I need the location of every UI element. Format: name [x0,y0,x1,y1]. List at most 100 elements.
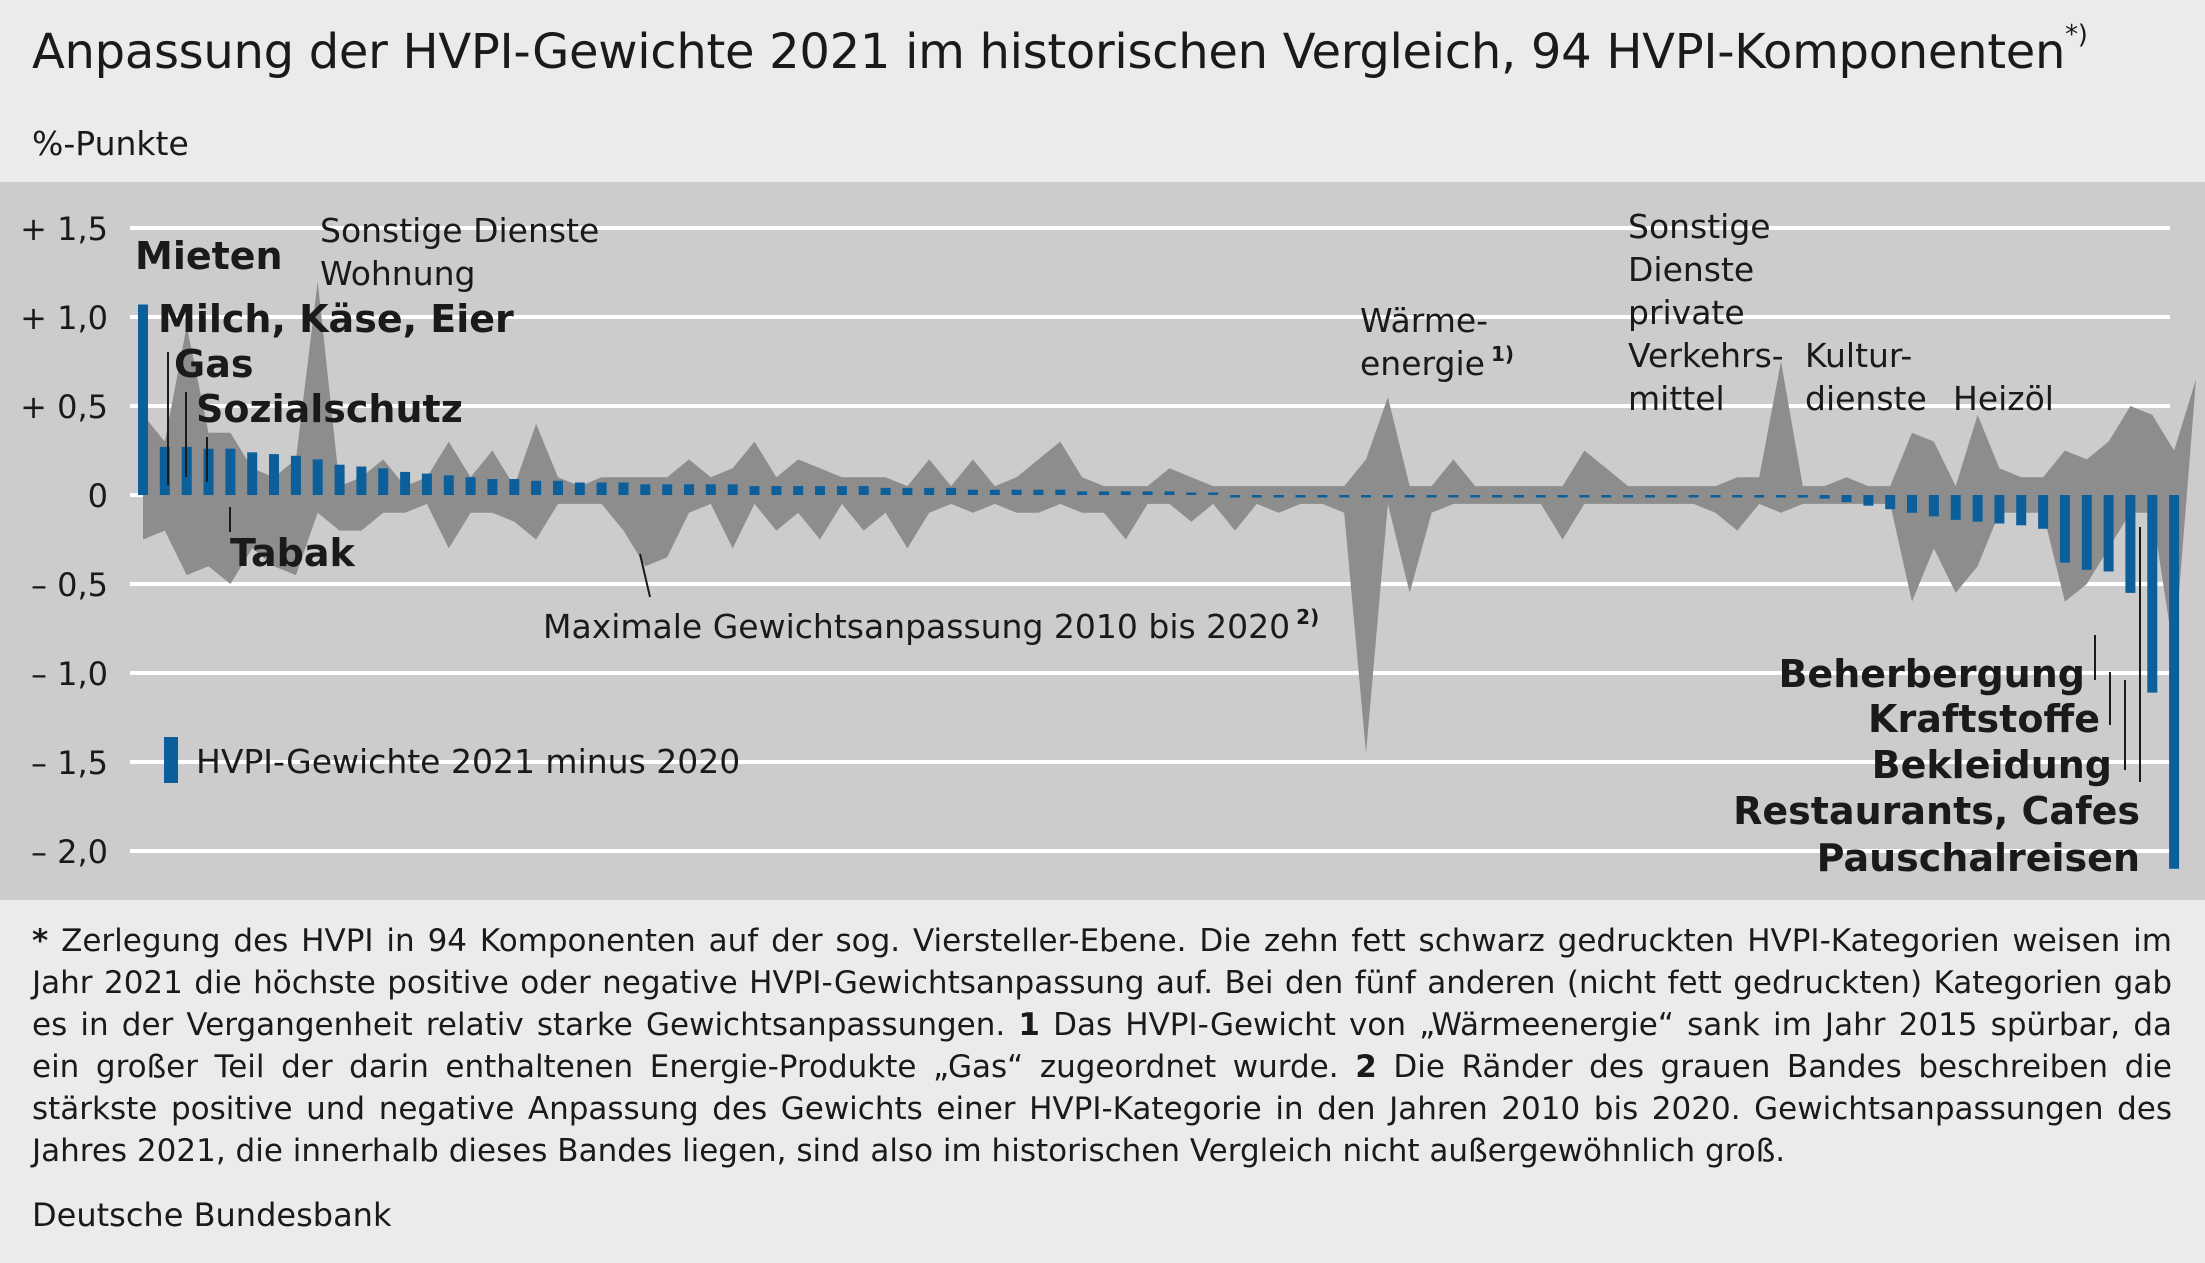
bar-84 [1972,495,1983,522]
bar-76 [1797,495,1808,498]
bar-82 [1928,495,1939,517]
bar-4 [225,448,236,495]
annotation-label-12: Verkehrs- [1628,336,1784,375]
bar-86 [2016,495,2027,526]
bar-58 [1404,495,1415,498]
y-tick-label-0: + 1,5 [20,210,108,248]
bar-77 [1819,495,1830,499]
bar-25 [684,484,694,495]
bar-64 [1535,495,1546,498]
bar-56 [1361,495,1371,498]
annotation-label-11: private [1628,293,1745,332]
bar-91 [2125,495,2136,593]
annotation-label-13: mittel [1628,379,1725,418]
bar-92 [2147,495,2158,693]
legend-swatch [164,737,178,783]
annotation-label-22: Pauschalreisen [1817,836,2140,880]
bar-54 [1317,495,1328,498]
bar-59 [1426,495,1437,498]
legend-label: HVPI-Gewichte 2021 minus 2020 [196,742,740,781]
bar-8 [312,459,323,495]
bar-55 [1339,495,1350,498]
bar-65 [1557,495,1568,498]
bar-13 [421,473,432,495]
source-label: Deutsche Bundesbank [32,1196,392,1234]
bar-87 [2038,495,2049,529]
footnote-star-text: Zerlegung des HVPI in 94 Komponenten auf… [32,923,2172,1043]
annotation-label-2: Gas [174,342,253,386]
bar-22 [618,482,629,495]
bar-3 [203,448,214,495]
plot-background [0,182,2205,900]
chart: + 1,5 + 1,0 + 0,5 0 – 0,5 – 1,0 – 1,5 – 2,0 Miet… [0,182,2205,900]
bar-72 [1710,495,1721,498]
bar-26 [705,484,716,495]
bar-74 [1754,495,1765,498]
bar-62 [1492,495,1503,498]
bar-89 [2081,495,2092,570]
y-tick-label-7: – 2,0 [31,833,108,871]
bar-85 [1994,495,2005,524]
bar-45 [1120,491,1131,495]
bar-51 [1251,495,1262,498]
footnote-1-text: Das HVPI-Gewicht von „Wärmeenergie“ sank… [32,1007,2172,1085]
annotation-label-19: Kraftstoffe [1868,697,2100,741]
leader-line-4 [639,553,651,598]
bar-61 [1470,495,1481,498]
bar-16 [487,479,498,495]
bar-6 [269,454,279,495]
bar-50 [1230,495,1240,498]
y-tick-label-4: – 0,5 [31,566,108,604]
annotation-label-20: Bekleidung [1872,743,2112,787]
annotation-label-0: Mieten [135,234,283,278]
bar-70 [1666,495,1677,498]
bar-31 [815,486,825,495]
annotation-label-1: Milch, Käse, Eier [158,297,514,341]
bar-47 [1164,491,1175,495]
bar-20 [574,482,585,495]
annotation-label-21: Restaurants, Cafes [1733,789,2140,833]
unit-label: %-Punkte [32,124,189,163]
bar-88 [2059,495,2070,563]
annotation-label-5: Sonstige Dienste [320,211,599,250]
bar-41 [1033,489,1044,495]
bar-10 [356,466,367,495]
footnote-1-mark: 1 [1018,1007,1040,1043]
bar-80 [1885,495,1896,510]
bar-15 [465,477,476,495]
y-tick-label-5: – 1,0 [31,655,108,693]
annotation-label-10: Dienste [1628,250,1754,289]
footnote-2-mark: 2 [1355,1049,1377,1085]
bar-60 [1448,495,1459,498]
bar-93 [2169,495,2180,869]
footnotes: * Zerlegung des HVPI in 94 Komponenten a… [32,920,2172,1172]
bar-9 [334,464,345,495]
bar-79 [1863,495,1874,506]
annotation-label-9: Sonstige [1628,207,1771,246]
bar-19 [553,480,563,495]
bar-39 [989,489,1000,495]
bar-75 [1776,495,1786,498]
bar-52 [1273,495,1284,498]
bar-18 [531,480,542,495]
bar-5 [247,452,258,495]
chart-title-footnote-mark: *) [2065,20,2088,50]
bar-36 [924,487,935,495]
annotation-label-17: Maximale Gewichtsanpassung 2010 bis 2020… [543,605,1319,646]
bar-40 [1011,489,1022,495]
bar-42 [1055,489,1066,495]
bar-24 [662,484,673,495]
annotation-label-14: Kultur- [1805,336,1912,375]
annotation-label-3: Sozialschutz [196,387,463,431]
bar-49 [1208,492,1219,495]
bar-71 [1688,495,1699,498]
y-tick-label-1: + 1,0 [20,299,108,337]
bar-63 [1513,495,1524,498]
annotation-label-8: energie 1) [1360,342,1514,383]
annotation-label-15: dienste [1805,379,1927,418]
chart-title-text: Anpassung der HVPI-Gewichte 2021 im hist… [32,24,2066,80]
footnote-2-text: Die Ränder des grauen Bandes beschreiben… [32,1049,2173,1169]
bar-0 [138,304,148,495]
bar-29 [771,486,782,495]
bar-38 [967,489,978,495]
